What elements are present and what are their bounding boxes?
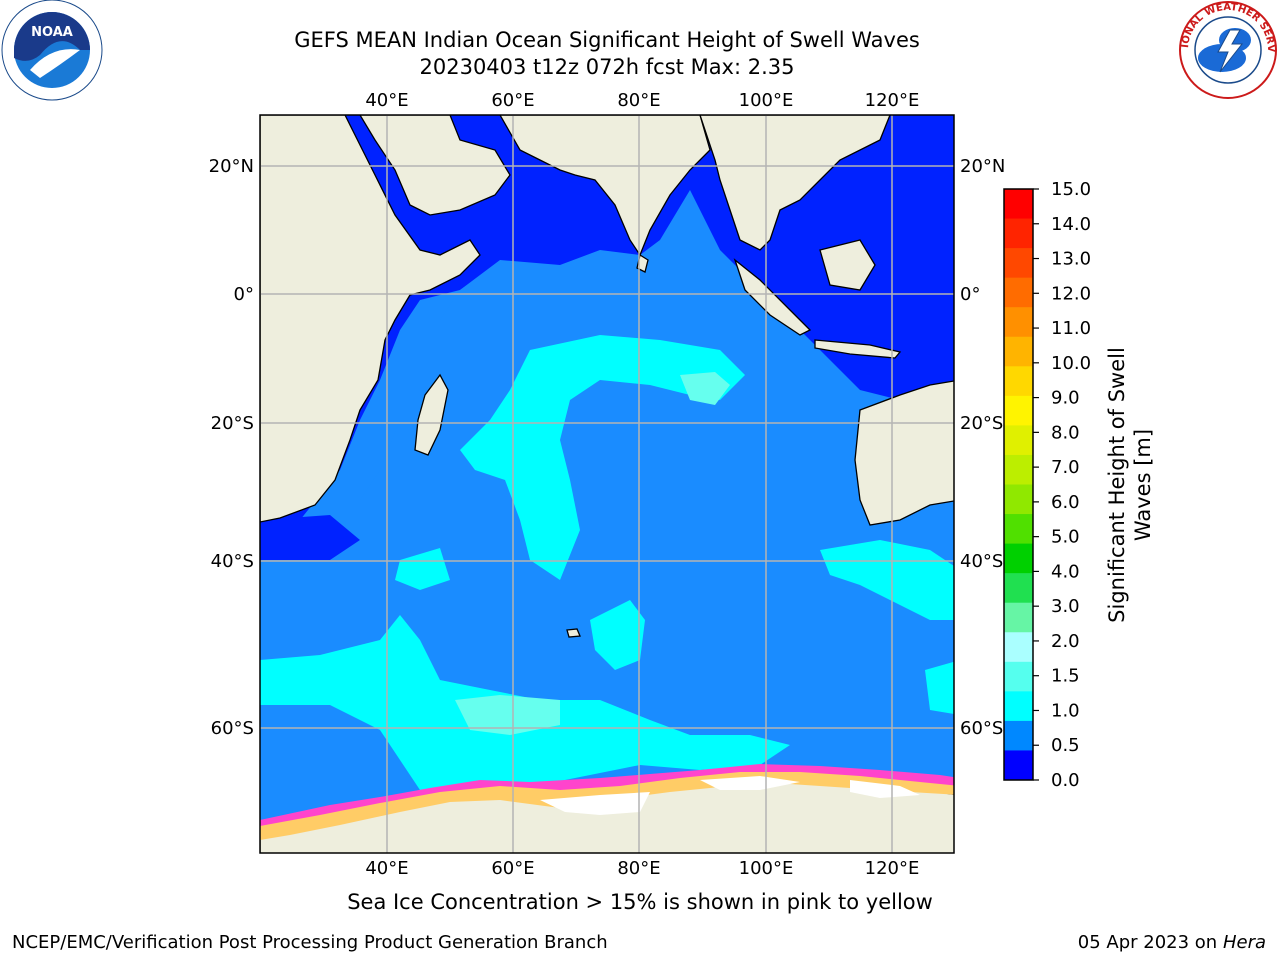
- colorbar-swatch: [1004, 661, 1033, 692]
- right-lat-label: 60°S: [960, 718, 1003, 739]
- colorbar-swatch: [1004, 277, 1033, 308]
- bottom-lon-label: 120°E: [865, 858, 920, 879]
- bottom-lon-label: 60°E: [491, 858, 534, 879]
- swell-band-cyan-east: [820, 540, 954, 620]
- right-lat-label: 40°S: [960, 551, 1003, 572]
- land-india: [499, 115, 711, 257]
- colorbar-swatch: [1004, 750, 1033, 781]
- swell-band-light-cyan: [455, 372, 730, 735]
- colorbar-swatch: [1004, 425, 1033, 456]
- land-southeast-asia: [699, 115, 891, 251]
- land-madagascar: [414, 373, 449, 456]
- sea-ice-yellow: [260, 772, 954, 840]
- footer-date-text: 05 Apr 2023 on: [1077, 932, 1223, 953]
- colorbar-tick-label: 2.0: [1051, 631, 1080, 652]
- swell-band-low-southwest: [260, 515, 360, 560]
- land: [260, 115, 954, 853]
- colorbar-tick-label: 3.0: [1051, 596, 1080, 617]
- colorbar-swatch: [1004, 248, 1033, 279]
- swell-band-cyan-kerguelen: [590, 600, 645, 670]
- colorbar-tick-label: 11.0: [1051, 318, 1091, 339]
- colorbar-swatch: [1004, 336, 1033, 367]
- land-borneo: [819, 239, 876, 291]
- colorbar-tick-label: 14.0: [1051, 214, 1091, 235]
- colorbar-tick-label: 9.0: [1051, 388, 1080, 409]
- colorbar: [1003, 188, 1034, 781]
- land-java: [814, 339, 902, 359]
- colorbar-tick-label: 1.5: [1051, 666, 1080, 687]
- colorbar-tick-label: 13.0: [1051, 249, 1091, 270]
- left-lat-label: 20°S: [211, 413, 254, 434]
- colorbar-tick-label: 12.0: [1051, 283, 1091, 304]
- top-lon-label: 120°E: [865, 90, 920, 111]
- colorbar-swatch: [1004, 573, 1033, 604]
- nws-logo-text: NATIONAL WEATHER SERVICE: [0, 0, 1276, 53]
- map-area: [260, 115, 954, 853]
- land-kerguelen: [566, 628, 581, 638]
- sea-ice-caption: Sea Ice Concentration > 15% is shown in …: [347, 890, 933, 914]
- gridlines: [260, 115, 954, 853]
- right-lat-label: 0°: [960, 284, 980, 305]
- left-lat-label: 20°N: [209, 156, 254, 177]
- colorbar-swatch: [1004, 484, 1033, 515]
- bottom-lon-label: 100°E: [739, 858, 794, 879]
- svg-text:NATIONAL WEATHER SERVICE: NATIONAL WEATHER SERVICE: [0, 0, 1276, 53]
- top-lon-label: 40°E: [365, 90, 408, 111]
- colorbar-tick-label: 15.0: [1051, 179, 1091, 200]
- colorbar-swatch: [1004, 395, 1033, 426]
- colorbar-frame: [1003, 188, 1034, 781]
- noaa-logo: NOAA: [1, 0, 103, 101]
- footer-machine: Hera: [1222, 932, 1266, 953]
- map-title: GEFS MEAN Indian Ocean Significant Heigh…: [294, 28, 920, 52]
- top-lon-label: 80°E: [617, 90, 660, 111]
- colorbar-swatch: [1004, 602, 1033, 633]
- colorbar-swatch: [1004, 632, 1033, 663]
- swell-band-cyan-se: [925, 661, 954, 714]
- colorbar-title-text: Significant Height of Swell Waves [m]: [1105, 347, 1155, 623]
- land-arabia: [359, 115, 511, 216]
- nws-logo: NATIONAL WEATHER SERVICE: [0, 0, 1277, 99]
- land-australia: [854, 380, 954, 526]
- left-lat-label: 0°: [234, 284, 254, 305]
- colorbar-ticks: 15.0 14.0 13.0 12.0 11.0 10.0 9.0 8.0 7.0 6.0 5.0 4…: [1033, 179, 1091, 791]
- colorbar-tick-label: 6.0: [1051, 492, 1080, 513]
- colorbar-swatch: [1004, 454, 1033, 485]
- map-subtitle: 20230403 t12z 072h fcst Max: 2.35: [419, 55, 795, 79]
- colorbar-tick-label: 4.0: [1051, 561, 1080, 582]
- colorbar-swatch: [1004, 543, 1033, 574]
- colorbar-swatch: [1004, 189, 1033, 220]
- colorbar-swatch: [1004, 307, 1033, 338]
- footer-date: 05 Apr 2023 on Hera: [1078, 932, 1266, 953]
- colorbar-swatch: [1004, 218, 1033, 249]
- left-lat-label: 60°S: [211, 718, 254, 739]
- right-lat-label: 20°S: [960, 413, 1003, 434]
- right-lat-label: 20°N: [960, 156, 1005, 177]
- map-frame: [259, 114, 955, 854]
- colorbar-tick-label: 0.5: [1051, 735, 1080, 756]
- swell-band-cyan-central: [460, 335, 745, 580]
- bottom-lon-label: 80°E: [617, 858, 660, 879]
- colorbar-tick-label: 0.0: [1051, 770, 1080, 791]
- noaa-logo-text: NOAA: [31, 25, 73, 40]
- colorbar-tick-label: 10.0: [1051, 353, 1091, 374]
- swell-band-low-north: [260, 115, 954, 530]
- sea-ice-open-water: [540, 776, 920, 815]
- top-lon-label: 100°E: [739, 90, 794, 111]
- colorbar-swatch: [1004, 691, 1033, 722]
- swell-band-cyan-west: [395, 548, 450, 590]
- colorbar-swatch: [1004, 514, 1033, 545]
- colorbar-tick-label: 5.0: [1051, 527, 1080, 548]
- colorbar-swatch: [1004, 366, 1033, 397]
- footer-credit: NCEP/EMC/Verification Post Processing Pr…: [12, 932, 608, 953]
- colorbar-tick-label: 8.0: [1051, 422, 1080, 443]
- land-africa-arabia: [260, 115, 481, 523]
- top-lon-label: 60°E: [491, 90, 534, 111]
- colorbar-swatch: [1004, 720, 1033, 751]
- left-lat-label: 40°S: [211, 551, 254, 572]
- sea-ice-pink: [260, 764, 954, 832]
- colorbar-tick-label: 1.0: [1051, 700, 1080, 721]
- colorbar-tick-label: 7.0: [1051, 457, 1080, 478]
- bottom-lon-label: 40°E: [365, 858, 408, 879]
